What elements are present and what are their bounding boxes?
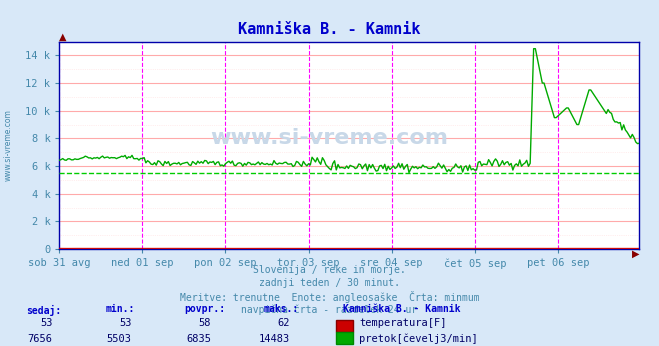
Text: 5503: 5503 bbox=[107, 334, 132, 344]
Text: Kamniška B. - Kamnik: Kamniška B. - Kamnik bbox=[239, 22, 420, 37]
Text: zadnji teden / 30 minut.: zadnji teden / 30 minut. bbox=[259, 278, 400, 288]
Text: navpična črta - razdelek 24 ur: navpična črta - razdelek 24 ur bbox=[241, 304, 418, 315]
Text: temperatura[F]: temperatura[F] bbox=[359, 318, 447, 328]
Text: ▶: ▶ bbox=[632, 249, 639, 259]
Text: 53: 53 bbox=[119, 318, 132, 328]
Text: 62: 62 bbox=[277, 318, 290, 328]
Text: Meritve: trenutne  Enote: angleosaške  Črta: minmum: Meritve: trenutne Enote: angleosaške Črt… bbox=[180, 291, 479, 303]
Text: 58: 58 bbox=[198, 318, 211, 328]
Text: maks.:: maks.: bbox=[264, 304, 299, 315]
Text: Slovenija / reke in morje.: Slovenija / reke in morje. bbox=[253, 265, 406, 275]
Text: min.:: min.: bbox=[105, 304, 135, 315]
Text: www.si-vreme.com: www.si-vreme.com bbox=[3, 109, 13, 181]
Text: 14483: 14483 bbox=[259, 334, 290, 344]
Text: ▲: ▲ bbox=[59, 31, 67, 42]
Text: pretok[čevelj3/min]: pretok[čevelj3/min] bbox=[359, 334, 478, 344]
Text: 7656: 7656 bbox=[28, 334, 53, 344]
Text: 53: 53 bbox=[40, 318, 53, 328]
Text: povpr.:: povpr.: bbox=[185, 304, 225, 315]
Text: 6835: 6835 bbox=[186, 334, 211, 344]
Text: Kamniška B. - Kamnik: Kamniška B. - Kamnik bbox=[343, 304, 460, 315]
Text: www.si-vreme.com: www.si-vreme.com bbox=[210, 128, 449, 148]
Text: sedaj:: sedaj: bbox=[26, 304, 61, 316]
